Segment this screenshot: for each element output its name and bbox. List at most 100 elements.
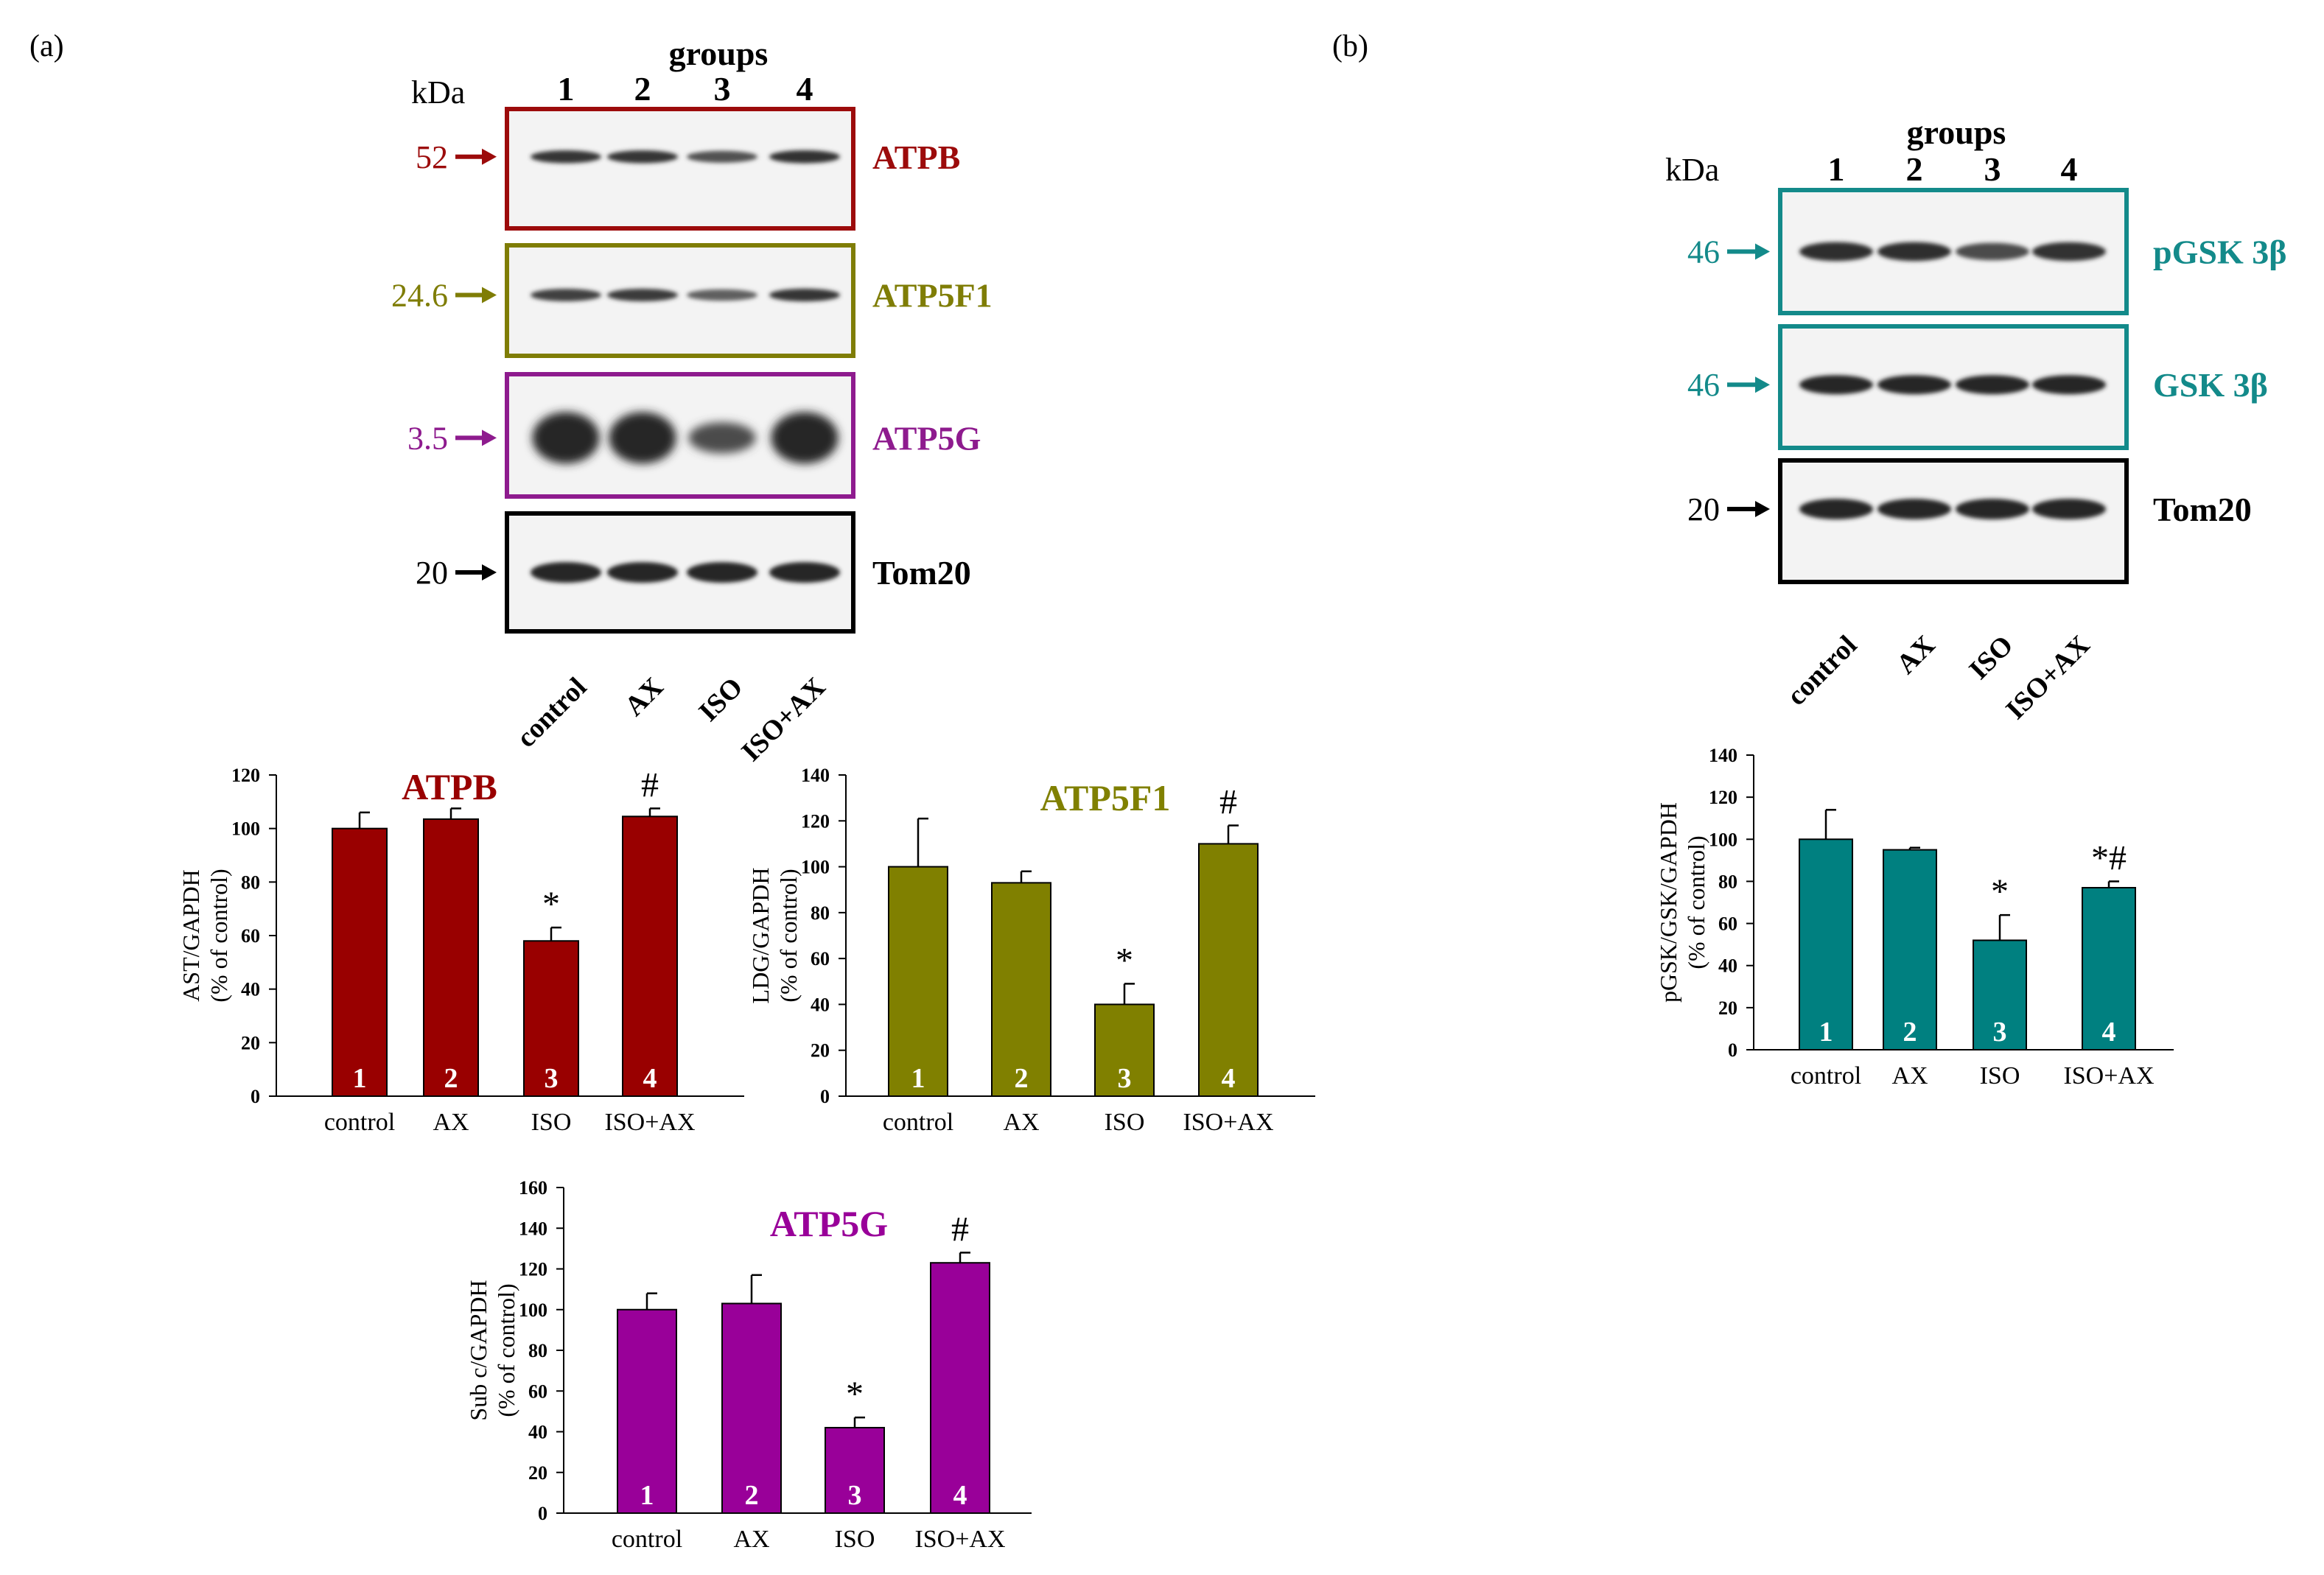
blot-atp5f1: 24.6 ATP5F1 (391, 243, 993, 358)
y-tick-label: 100 (519, 1299, 547, 1321)
y-axis-label-units: (% of control) (206, 869, 232, 1002)
blot-pgsk-3-: 46 pGSK 3β (1687, 188, 2286, 315)
bar-number: 2 (1903, 1017, 1917, 1048)
y-axis-label: Sub c/GAPDH (465, 1280, 491, 1420)
blot-gsk-3-: 46 GSK 3β (1687, 324, 2268, 450)
blot-protein-label: ATP5G (872, 419, 981, 457)
bar (2082, 887, 2136, 1050)
group-number: 3 (1984, 150, 2001, 188)
y-axis-label-units: (% of control) (1683, 835, 1709, 969)
bar (1198, 843, 1259, 1098)
significance-marker: # (951, 1210, 969, 1249)
blot-tom20: 20 Tom20 (1687, 458, 2252, 584)
y-axis-label-units: (% of control) (493, 1283, 519, 1417)
y-tick-label: 20 (241, 1032, 260, 1053)
blot-band (1799, 375, 1873, 395)
blot-atpb: 52 ATPB (416, 107, 960, 231)
y-tick-label: 80 (241, 871, 260, 893)
y-tick-label: 80 (1718, 871, 1737, 892)
y-tick-label: 40 (811, 994, 830, 1015)
panel-b-group-numbers: 1 2 3 4 (1828, 150, 2078, 188)
chart-atpb: 0 20 40 60 80 100 120 AST/GAPDH (% of control) AT… (178, 765, 744, 1136)
blot-frame (1778, 458, 2129, 584)
blot-band (1877, 499, 1951, 519)
lane-label: ISO (1963, 630, 2019, 686)
blot-band (532, 412, 600, 464)
y-tick-label: 60 (811, 948, 830, 969)
bar (423, 818, 479, 1097)
blot-band (2032, 499, 2106, 519)
bar-number: 4 (2102, 1017, 2116, 1048)
blot-band (1956, 375, 2029, 395)
arrow-head-icon (482, 429, 497, 446)
group-number: 4 (2061, 150, 2078, 188)
bar-number: 1 (640, 1480, 654, 1511)
x-tick-label: AX (733, 1526, 769, 1553)
chart-title: ATP5F1 (1040, 777, 1171, 818)
lane-label: ISO+AX (735, 672, 831, 768)
blot-band (1956, 499, 2029, 519)
y-axis-label: pGSK/GSK/GAPDH (1655, 802, 1681, 1003)
blot-band (687, 289, 757, 301)
y-tick-label: 80 (811, 902, 830, 924)
significance-marker: # (641, 765, 659, 804)
chart-title: ATPB (402, 766, 497, 807)
blot-band (1877, 375, 1951, 395)
blot-band (769, 150, 840, 164)
arrow-head-icon (482, 148, 497, 165)
significance-marker: * (846, 1375, 864, 1414)
group-number: 2 (634, 70, 651, 108)
bar-number: 2 (745, 1480, 759, 1511)
lane-label: AX (619, 672, 670, 723)
y-tick-label: 40 (241, 979, 260, 1000)
blot-band (607, 150, 678, 164)
kda-marker: 3.5 (407, 420, 448, 456)
blot-protein-label: Tom20 (2153, 491, 2252, 528)
y-tick-label: 120 (519, 1259, 547, 1280)
x-tick-label: ISO+AX (1183, 1109, 1273, 1136)
bar (888, 866, 948, 1097)
x-tick-label: AX (1003, 1109, 1039, 1136)
bar (523, 940, 579, 1098)
kda-marker: 20 (1687, 491, 1720, 527)
blot-protein-label: Tom20 (872, 554, 971, 592)
blot-band (688, 422, 756, 454)
blot-band (687, 150, 757, 163)
blot-band (687, 562, 757, 583)
y-axis-label: LDG/GAPDH (747, 868, 774, 1004)
lane-label: AX (1891, 630, 1942, 681)
bar (991, 882, 1051, 1098)
blot-atp5g: 3.5 ATP5G (407, 372, 981, 499)
blot-frame (505, 107, 855, 231)
panel-b-groups-label: groups (1907, 113, 2006, 151)
panel-b-label: (b) (1332, 29, 1368, 63)
panel-a-label: (a) (29, 29, 64, 63)
x-tick-label: AX (433, 1109, 469, 1136)
blot-band (769, 562, 840, 583)
lane-label: control (511, 672, 592, 754)
y-tick-label: 100 (1709, 829, 1737, 850)
arrow-head-icon (1755, 376, 1770, 393)
y-tick-label: 0 (1728, 1039, 1737, 1061)
x-tick-label: control (324, 1109, 395, 1136)
bar-number: 1 (1819, 1017, 1833, 1048)
bar-number: 1 (911, 1063, 925, 1094)
y-tick-label: 0 (538, 1503, 547, 1524)
x-tick-label: AX (1891, 1062, 1928, 1090)
kda-marker: 46 (1687, 234, 1720, 270)
bar-number: 3 (1118, 1063, 1132, 1094)
panel-b-kda-label: kDa (1665, 152, 1719, 188)
blot-tom20: 20 Tom20 (416, 511, 971, 634)
blot-band (607, 562, 678, 583)
y-tick-label: 120 (231, 765, 260, 786)
lane-label: ISO+AX (2000, 630, 2096, 726)
x-tick-label: ISO (835, 1526, 875, 1553)
blot-protein-label: pGSK 3β (2153, 234, 2286, 271)
chart-pgsk: 0 20 40 60 80 100 120 140 pGSK/GSK/GAPDH (% of co… (1655, 745, 2174, 1090)
blot-band (1956, 242, 2029, 261)
x-tick-label: ISO (1105, 1109, 1145, 1136)
y-tick-label: 140 (519, 1218, 547, 1239)
lane-label: control (1781, 630, 1863, 712)
bar-number: 3 (1993, 1017, 2007, 1048)
